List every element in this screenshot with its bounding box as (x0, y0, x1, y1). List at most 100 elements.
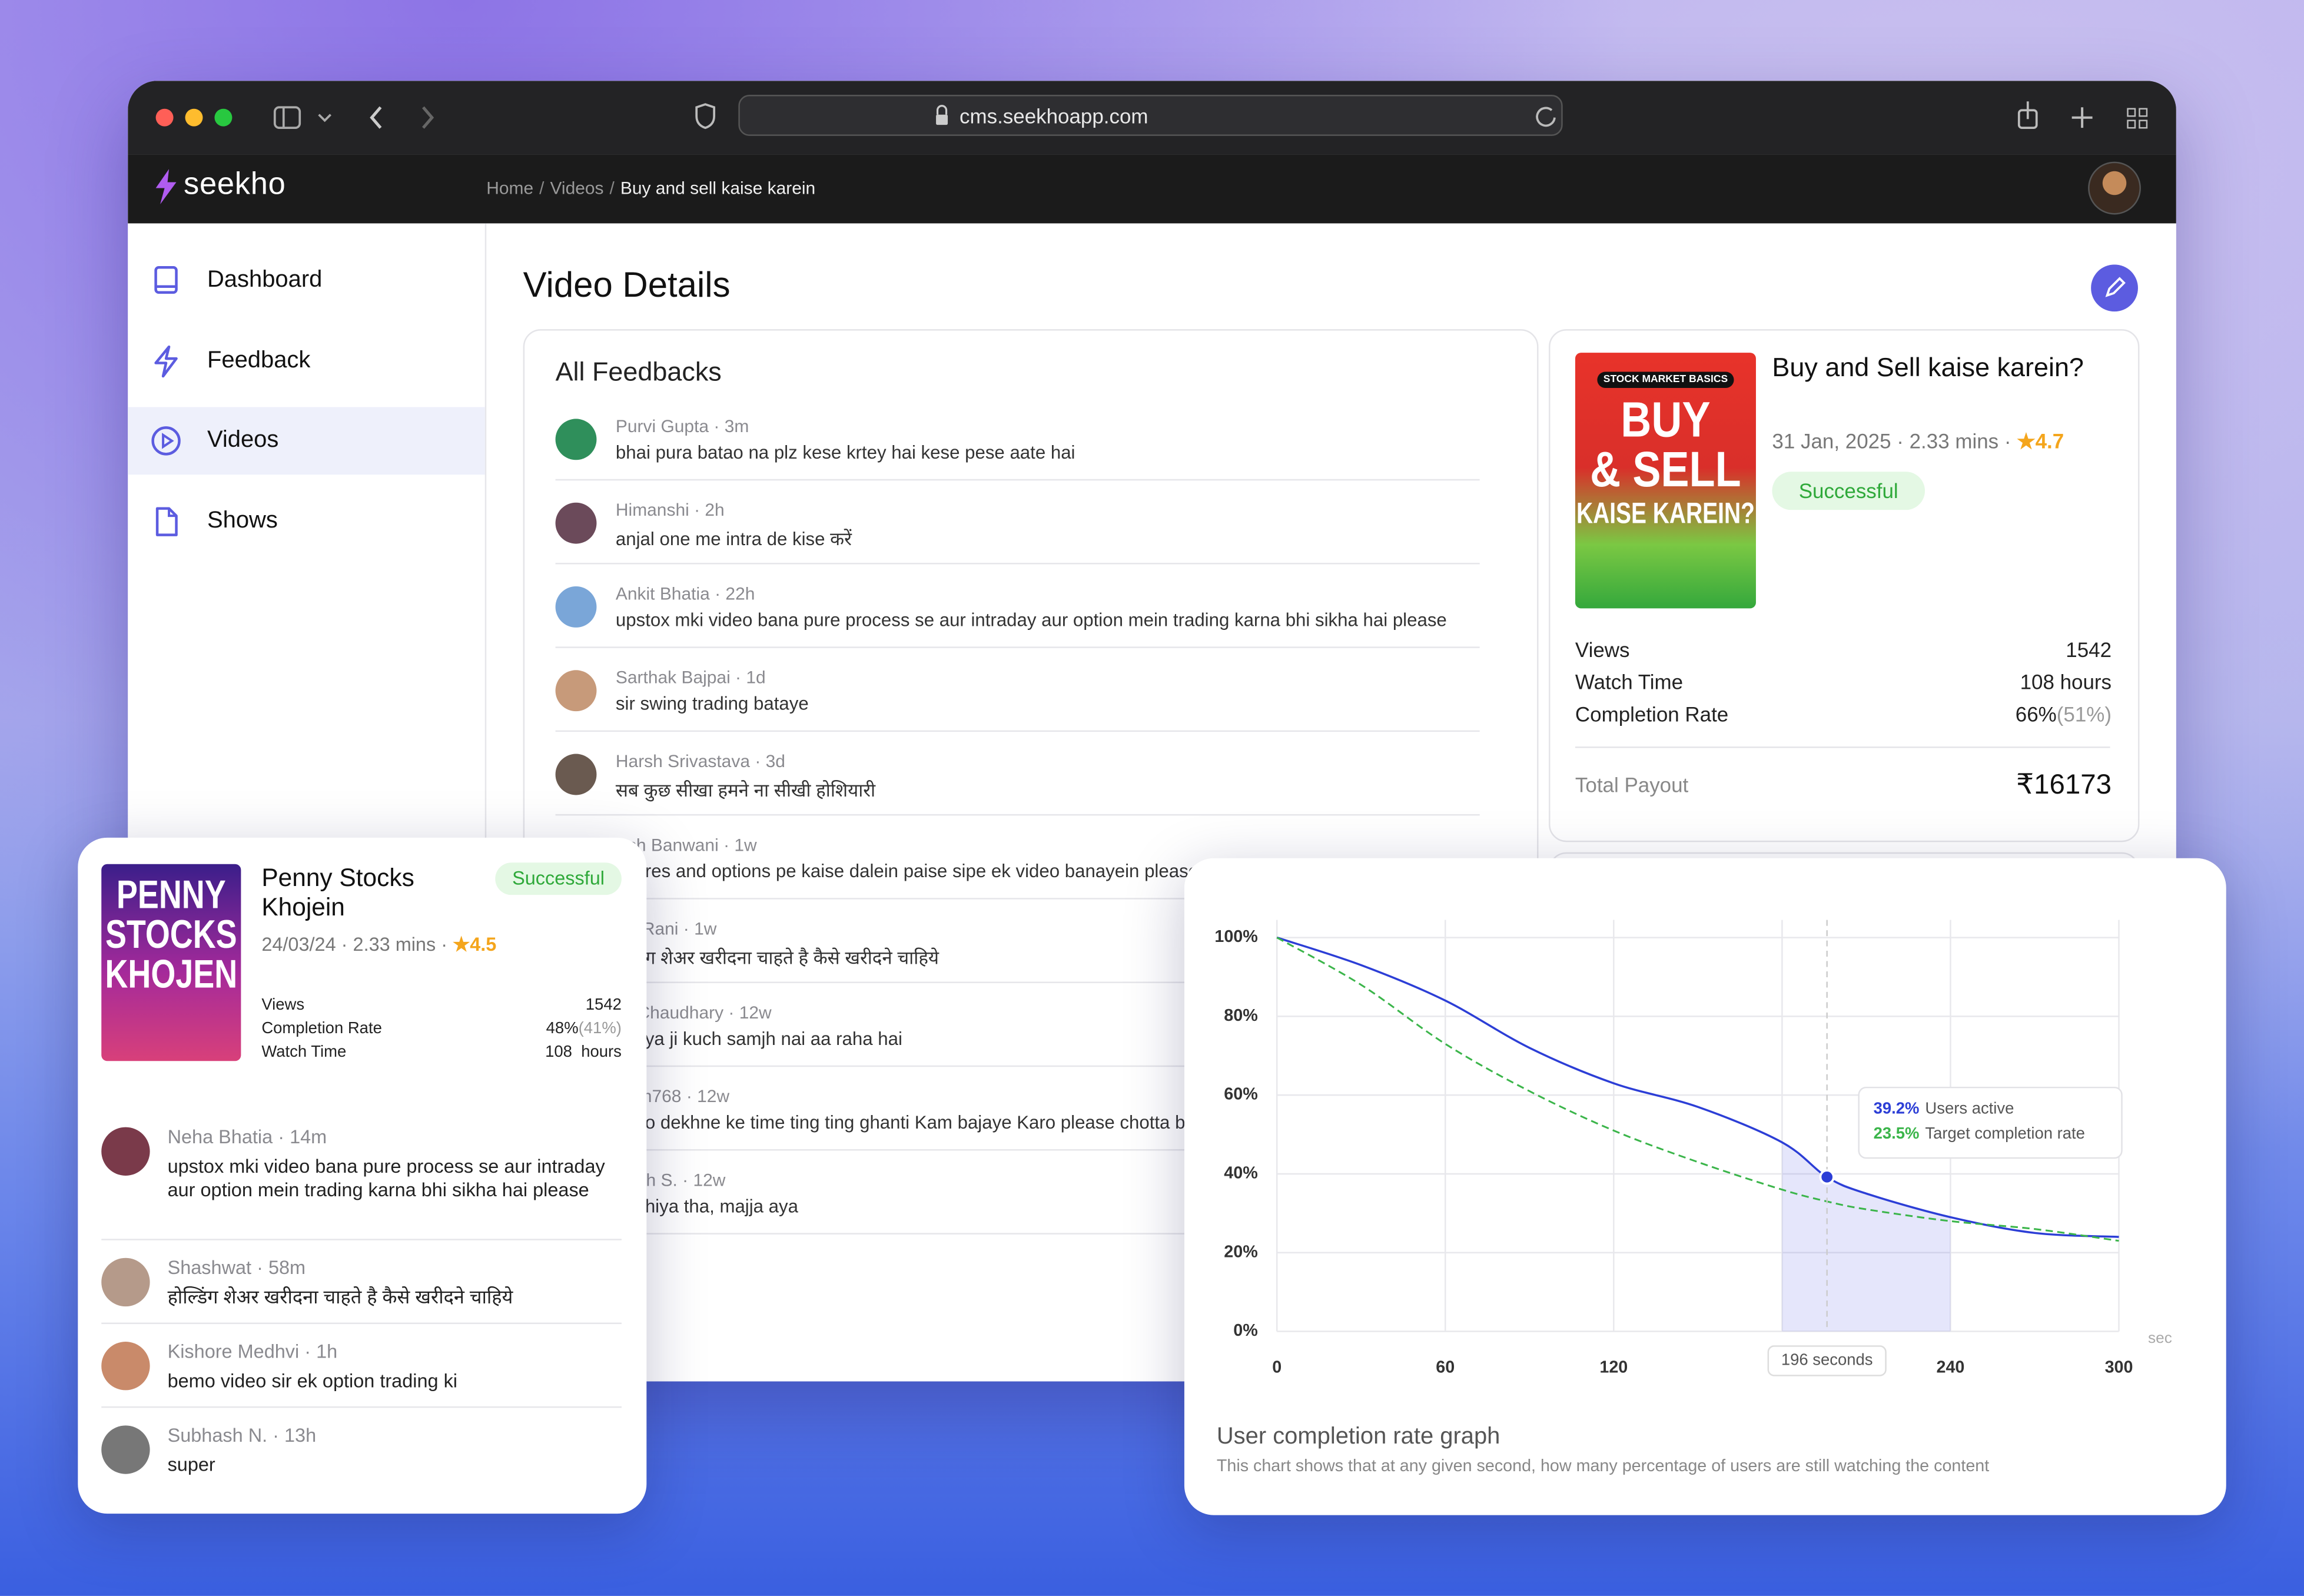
author-time: 3d (750, 751, 785, 772)
stat-value: 108 hours (2020, 670, 2112, 694)
comment-author: Subhash N.13h (168, 1424, 317, 1446)
avatar (101, 1127, 150, 1176)
stat-value: 48%(41%) (546, 1020, 622, 1037)
avatar (101, 1257, 150, 1307)
thumb-line: KHOJEN (105, 952, 238, 997)
penny-card: PENNY STOCKS KHOJEN Penny Stocks Khojein… (78, 837, 647, 1514)
duration: 2.33 mins (1891, 429, 1999, 453)
stat-value: 1542 (586, 996, 622, 1014)
value: 66% (2015, 702, 2057, 726)
y-tick-label: 20% (1224, 1242, 1257, 1261)
x-tick-label: 60 (1436, 1358, 1455, 1377)
crumb[interactable]: Home (486, 178, 534, 198)
sidebar-item[interactable]: Shows (128, 487, 485, 555)
logo[interactable]: seekho (184, 167, 286, 201)
breadcrumb: Home / Videos / Buy and sell kaise karein (486, 178, 815, 198)
date: 31 Jan, 2025 (1772, 429, 1891, 453)
author-name: Subhash N. (167, 1424, 268, 1446)
divider (101, 1322, 622, 1325)
x-tick-label: 300 (2105, 1358, 2133, 1377)
value: 1542 (2066, 638, 2112, 662)
user-avatar[interactable] (2088, 161, 2141, 215)
x-tooltip-label: 196 seconds (1781, 1351, 1873, 1369)
rating-sep (436, 933, 453, 955)
stat-label: Views (261, 996, 305, 1014)
edit-button[interactable] (2091, 264, 2138, 312)
author-time: 13h (267, 1424, 316, 1446)
browser-toolbar: cms.seekhoapp.com (128, 81, 2176, 155)
comment-author: Shashwat58m (168, 1256, 306, 1278)
value-extra: (51%) (2056, 702, 2112, 726)
avatar (555, 419, 597, 460)
crumb-separator: / (609, 178, 615, 198)
stat-value: 66%(51%) (2016, 702, 2112, 726)
feedback-author: Sarthak Bajpai1d (616, 667, 766, 688)
tooltip-name: Users active (1925, 1099, 2014, 1117)
rating: 4.5 (453, 933, 496, 955)
x-unit: sec (2148, 1329, 2172, 1346)
crumb[interactable]: Videos (550, 178, 604, 198)
x-tick-label: 0 (1272, 1358, 1282, 1377)
feedback-text: sir swing trading bataye (615, 694, 809, 715)
thumb-line: PENNY (116, 872, 226, 917)
x-tick-label: 240 (1937, 1358, 1965, 1377)
feedback-author: t Chaudhary12w (628, 1002, 772, 1023)
sidebar-label: Feedback (207, 347, 311, 373)
author-time: 12w (681, 1086, 729, 1107)
author-name: Shashwat (167, 1256, 252, 1279)
crumb-separator: / (539, 178, 545, 198)
comment-author: Kishore Medhvi1h (168, 1340, 338, 1362)
avatar (555, 502, 597, 544)
stat-label: Watch Time (1575, 670, 1684, 694)
y-tick-label: 60% (1224, 1085, 1257, 1104)
author-name: Harsh Srivastava (615, 751, 750, 772)
value: 48% (546, 1020, 579, 1038)
url[interactable]: cms.seekhoapp.com (960, 104, 1148, 128)
feedback-author: sh Banwani1w (628, 835, 757, 855)
sidebar-item[interactable]: Dashboard (128, 247, 485, 314)
y-tick-label: 100% (1214, 927, 1257, 946)
crumb: Buy and sell kaise karein (620, 178, 816, 198)
feedback-text: upstox mki video bana pure process se au… (615, 609, 1447, 631)
feedback-text: bhai pura batao na plz kese krtey hai ke… (615, 442, 1075, 463)
chart-subtitle: This chart shows that at any given secon… (1217, 1456, 1989, 1475)
app-header: seekho Home / Videos / Buy and sell kaise ka… (128, 154, 2176, 224)
divider (555, 730, 1480, 732)
comment-author: Neha Bhatia14m (168, 1126, 327, 1147)
sidebar-icon (151, 426, 181, 456)
author-time: 1h (299, 1340, 337, 1362)
stat-value: 108 hours (545, 1043, 622, 1061)
feedback-text: ग शेअर खरीदना चाहते है कैसे खरीदने चाहिय… (645, 948, 939, 968)
avatar (555, 586, 597, 628)
divider (555, 1065, 1480, 1067)
thumb-line: & SELL (1590, 442, 1741, 499)
value: 108 hours (545, 1043, 622, 1061)
x-label-box (1767, 1345, 1887, 1376)
stat-label: Watch Time (261, 1043, 347, 1061)
divider (555, 1149, 1480, 1151)
status-badge: Successful (495, 862, 622, 895)
feedback-title: All Feedbacks (555, 357, 722, 387)
stat-label: Completion Rate (261, 1020, 382, 1038)
feedback-text: सब कुछ सीखा हमने ना सीखी होशियारी (615, 780, 876, 801)
tooltip-box (1858, 1086, 2123, 1159)
chart-title: User completion rate graph (1217, 1423, 1500, 1449)
value: 1542 (585, 996, 622, 1014)
author-time: 58m (251, 1256, 306, 1278)
penny-meta: 24/03/242.33 mins 4.5 (261, 933, 496, 957)
divider (555, 814, 1480, 816)
avatar (555, 754, 597, 795)
divider (555, 981, 1480, 983)
chart: User completion rate graph This chart sh… (1214, 920, 2172, 1475)
series-line (1276, 936, 2119, 1238)
feedback-text: anjal one me intra de kise करें (615, 529, 852, 550)
sidebar-item[interactable]: Videos (128, 407, 485, 475)
author-name: Himanshi (615, 499, 689, 520)
tooltip-value: 39.2% (1874, 1099, 1920, 1117)
divider (101, 1406, 622, 1408)
feedback-text: hiya tha, majja aya (645, 1196, 799, 1217)
sidebar-item[interactable]: Feedback (128, 327, 485, 394)
tooltip-point (1819, 1169, 1835, 1185)
author-name: Sarthak Bajpai (615, 667, 731, 688)
